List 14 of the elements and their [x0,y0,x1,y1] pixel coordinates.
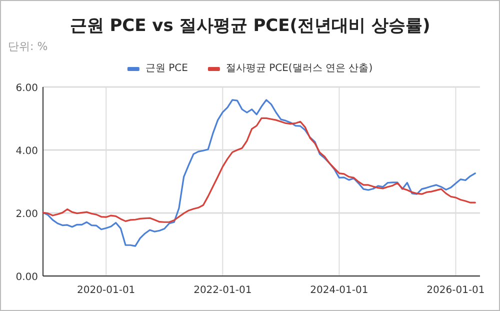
x-tick-label: 2024-01-01 [310,285,368,296]
legend-label: 근원 PCE [145,63,188,74]
legend-label: 절사평균 PCE(댈러스 연은 산출) [226,63,373,74]
x-tick-label: 2026-01-01 [426,285,485,296]
y-tick-label: 2.00 [16,209,38,220]
x-tick-label: 2020-01-01 [77,285,136,296]
x-tick-label: 2022-01-01 [194,285,252,296]
text: 단위: % [8,40,48,53]
y-tick-label: 6.00 [16,83,38,94]
chart-title: 근원 PCE vs 절사평균 PCE(전년대비 상승률) [70,16,430,36]
y-tick-label: 0.00 [16,272,38,283]
y-tick-label: 4.00 [16,146,38,157]
line-series [42,117,476,223]
line-series [42,99,476,247]
